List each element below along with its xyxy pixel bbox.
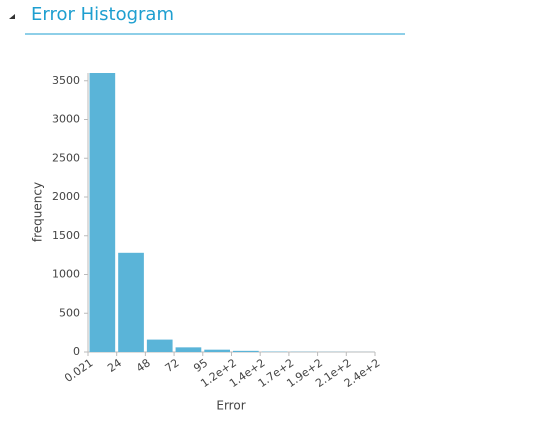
y-tick-label: 1000 [52, 268, 80, 281]
y-tick-label: 3000 [52, 113, 80, 126]
histogram-bar [118, 252, 144, 352]
histogram-bar [146, 339, 173, 352]
y-axis-label: frequency [31, 182, 45, 242]
histogram-bar [204, 349, 230, 352]
x-tick-label: 72 [163, 356, 182, 375]
histogram-bar [89, 73, 116, 352]
y-tick-label: 3500 [52, 74, 80, 87]
x-tick-label: 0.021 [62, 356, 95, 385]
histogram-bar [232, 350, 259, 352]
y-tick-label: 2500 [52, 151, 80, 164]
collapse-arrow[interactable] [9, 14, 15, 19]
y-tick-label: 0 [73, 345, 80, 358]
x-tick-label: 48 [134, 356, 153, 375]
y-tick-label: 500 [59, 306, 80, 319]
x-axis-label: Error [216, 399, 245, 413]
panel-title: Error Histogram [31, 4, 174, 25]
y-tick-label: 1500 [52, 229, 80, 242]
y-tick-label: 2000 [52, 190, 80, 203]
x-tick-label: 24 [105, 356, 124, 375]
histogram-bar [175, 347, 202, 352]
